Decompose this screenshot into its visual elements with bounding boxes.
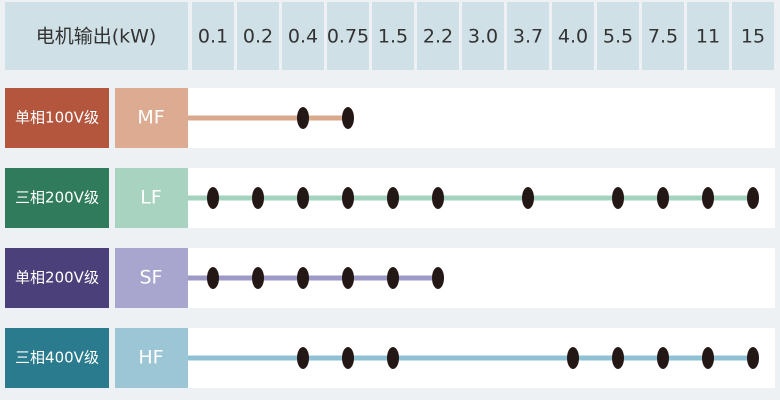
column-label: 7.5: [648, 26, 678, 48]
class-cell: [5, 248, 109, 308]
header-cell: [192, 2, 234, 70]
output-dot: [207, 267, 219, 289]
class-label: 单相100V级: [15, 109, 99, 127]
class-cell: [5, 88, 109, 148]
output-dot: [342, 267, 354, 289]
output-dot: [297, 187, 309, 209]
output-dot: [522, 187, 534, 209]
code-label: HF: [138, 347, 163, 369]
output-dot: [252, 187, 264, 209]
header-cell: [552, 2, 594, 70]
code-cell: [115, 88, 188, 148]
header-label-cell: [5, 2, 188, 70]
output-dot: [342, 347, 354, 369]
header-cell: [687, 2, 729, 70]
output-dot: [432, 187, 444, 209]
class-label: 单相200V级: [15, 269, 99, 287]
code-cell: [115, 248, 188, 308]
output-dot: [612, 347, 624, 369]
output-dot: [297, 267, 309, 289]
output-dot: [252, 267, 264, 289]
column-label: 0.4: [288, 26, 318, 48]
class-label: 三相200V级: [15, 189, 99, 207]
output-dot: [567, 347, 579, 369]
header-cell: [327, 2, 369, 70]
output-dot: [342, 187, 354, 209]
column-label: 5.5: [603, 26, 633, 48]
header-cell: [282, 2, 324, 70]
output-dot: [747, 347, 759, 369]
output-dot: [432, 267, 444, 289]
column-label: 0.75: [327, 26, 369, 48]
header-cell: [597, 2, 639, 70]
output-dot: [612, 187, 624, 209]
column-label: 0.2: [243, 26, 273, 48]
column-label: 0.1: [198, 26, 228, 48]
output-dot: [297, 107, 309, 129]
column-label: 4.0: [558, 26, 588, 48]
code-label: LF: [140, 187, 162, 209]
header-cell: [237, 2, 279, 70]
header-cell: [732, 2, 774, 70]
header-cell: [507, 2, 549, 70]
class-cell: [5, 168, 109, 228]
column-label: 2.2: [423, 26, 453, 48]
code-label: SF: [140, 267, 163, 289]
header-cell: [642, 2, 684, 70]
header-cell: [462, 2, 504, 70]
code-cell: [115, 328, 188, 388]
output-dot: [387, 267, 399, 289]
output-dot: [657, 187, 669, 209]
code-label: MF: [137, 107, 164, 129]
output-dot: [387, 347, 399, 369]
class-label: 三相400V级: [15, 349, 99, 367]
header-cell: [372, 2, 414, 70]
output-dot: [297, 347, 309, 369]
output-dot: [387, 187, 399, 209]
output-dot: [747, 187, 759, 209]
code-cell: [115, 168, 188, 228]
column-label: 3.0: [468, 26, 498, 48]
column-label: 1.5: [378, 26, 408, 48]
output-dot: [207, 187, 219, 209]
output-dot: [702, 187, 714, 209]
header-label: 电机输出(kW): [36, 26, 157, 48]
column-label: 11: [696, 26, 720, 48]
class-cell: [5, 328, 109, 388]
output-dot: [702, 347, 714, 369]
header-cell: [417, 2, 459, 70]
output-dot: [657, 347, 669, 369]
output-dot: [342, 107, 354, 129]
column-label: 15: [741, 26, 765, 48]
column-label: 3.7: [513, 26, 543, 48]
